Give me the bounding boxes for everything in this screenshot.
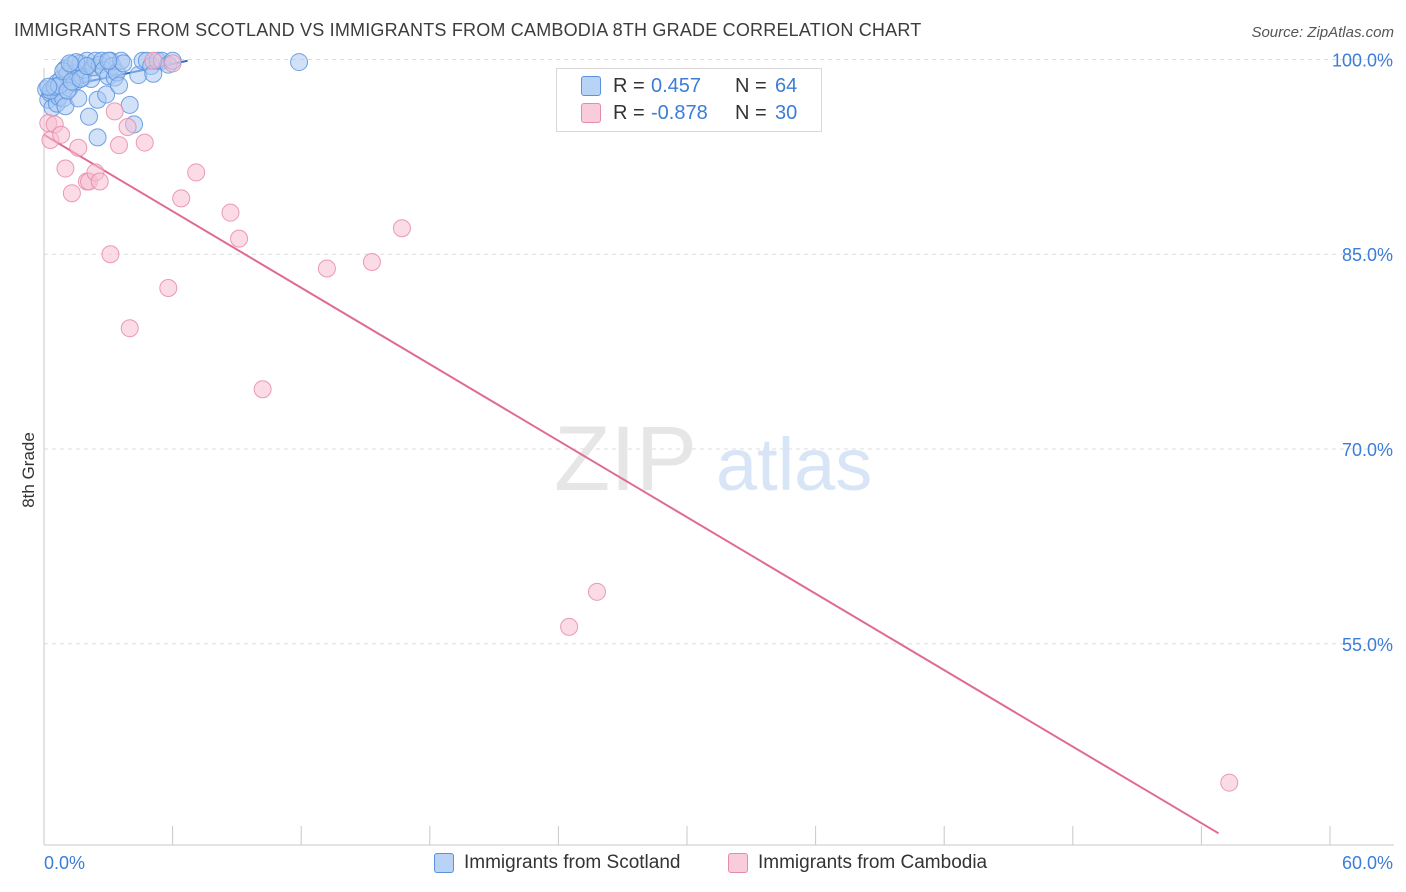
scotland-point bbox=[120, 95, 139, 114]
scotland-point bbox=[110, 76, 129, 95]
watermark-zip: ZIP bbox=[554, 408, 697, 510]
r-label: R = bbox=[613, 74, 645, 97]
cambodia-point bbox=[120, 319, 139, 338]
cambodia-point bbox=[1220, 773, 1239, 792]
scotland-swatch bbox=[581, 76, 601, 96]
n-label: N = bbox=[735, 74, 767, 97]
n-label: N = bbox=[735, 101, 767, 124]
cambodia-point bbox=[159, 278, 178, 297]
cambodia-point bbox=[118, 117, 137, 136]
cambodia-point bbox=[560, 617, 579, 636]
x-tick-label: 60.0% bbox=[1342, 853, 1393, 873]
cambodia-point bbox=[105, 102, 124, 121]
y-axis-label: 8th Grade bbox=[19, 432, 38, 508]
scotland-point bbox=[77, 56, 96, 75]
scotland-point bbox=[60, 54, 79, 73]
scotland-point bbox=[80, 107, 99, 126]
cambodia-point bbox=[101, 245, 120, 264]
n-value: 30 bbox=[775, 101, 798, 124]
scotland-point bbox=[114, 54, 133, 73]
cambodia-point bbox=[230, 229, 249, 248]
cambodia-trend-line bbox=[43, 133, 1220, 835]
tick-labels: 100.0% 85.0% 70.0% 55.0% 0.0% 60.0% bbox=[44, 50, 1393, 873]
cambodia-point bbox=[587, 582, 606, 601]
cambodia-point bbox=[253, 380, 272, 399]
r-value: -0.878 bbox=[651, 101, 708, 124]
cambodia-point bbox=[163, 54, 182, 73]
cambodia-point bbox=[90, 172, 109, 191]
cambodia-point bbox=[110, 136, 129, 155]
legend-row-scotland: R = 0.457 N = 64 bbox=[581, 73, 797, 99]
cambodia-point bbox=[392, 219, 411, 238]
stats-legend: R = 0.457 N = 64 R = -0.878 N = 30 bbox=[556, 68, 822, 132]
data-points bbox=[37, 51, 1239, 792]
grid-lines bbox=[44, 58, 1394, 645]
y-tick-label: 85.0% bbox=[1342, 245, 1393, 265]
cambodia-point bbox=[187, 163, 206, 182]
source-label: Source: ZipAtlas.com bbox=[1251, 24, 1394, 41]
legend-item-cambodia: Immigrants from Cambodia bbox=[728, 852, 987, 874]
scotland-point bbox=[97, 85, 116, 104]
cambodia-point bbox=[52, 125, 71, 144]
y-tick-label: 55.0% bbox=[1342, 635, 1393, 655]
scotland-point bbox=[39, 77, 58, 96]
cambodia-point bbox=[317, 259, 336, 278]
legend-item-scotland: Immigrants from Scotland bbox=[434, 852, 680, 874]
chart-title: IMMIGRANTS FROM SCOTLAND VS IMMIGRANTS F… bbox=[14, 20, 922, 40]
legend-label: Immigrants from Cambodia bbox=[758, 852, 988, 873]
r-label: R = bbox=[613, 101, 645, 124]
cambodia-point bbox=[144, 51, 163, 70]
cambodia-swatch bbox=[581, 103, 601, 123]
cambodia-point bbox=[62, 184, 81, 203]
y-tick-label: 70.0% bbox=[1342, 440, 1393, 460]
legend-row-cambodia: R = -0.878 N = 30 bbox=[581, 100, 797, 126]
scotland-point bbox=[290, 53, 309, 72]
scotland-point bbox=[99, 51, 118, 70]
x-tick-label: 0.0% bbox=[44, 853, 85, 873]
cambodia-point bbox=[135, 133, 154, 152]
y-tick-label: 100.0% bbox=[1332, 50, 1393, 70]
axes bbox=[43, 68, 1394, 846]
legend-label: Immigrants from Scotland bbox=[464, 852, 681, 873]
scotland-point bbox=[88, 128, 107, 147]
cambodia-legend-swatch bbox=[728, 853, 748, 873]
watermark-atlas: atlas bbox=[716, 423, 872, 506]
cambodia-point bbox=[172, 189, 191, 208]
scotland-legend-swatch bbox=[434, 853, 454, 873]
cambodia-point bbox=[221, 203, 240, 222]
watermark: ZIP atlas bbox=[554, 408, 872, 510]
r-value: 0.457 bbox=[651, 74, 702, 97]
n-value: 64 bbox=[775, 74, 798, 97]
cambodia-point bbox=[362, 253, 381, 272]
cambodia-point bbox=[56, 159, 75, 178]
cambodia-point bbox=[69, 138, 88, 157]
